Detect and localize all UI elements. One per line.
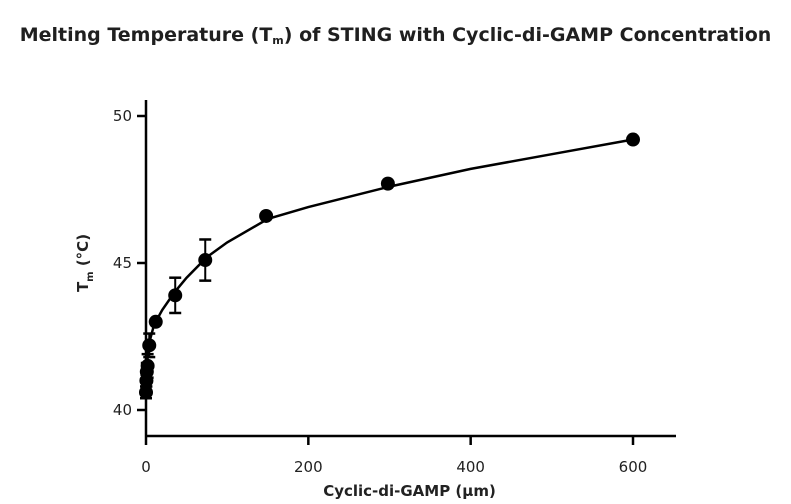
x-tick-label-400: 400	[456, 458, 485, 476]
x-axis-label: Cyclic-di-GAMP (µm)	[323, 482, 496, 500]
chart-title-prefix: Melting Temperature (T	[19, 24, 273, 46]
fit-curve	[144, 138, 634, 387]
y-tick-label-45: 45	[113, 254, 132, 272]
y-axis-label-main: T	[74, 281, 92, 292]
data-point-7	[198, 253, 213, 268]
chart-title: Melting Temperature (Tm) of STING with C…	[0, 24, 791, 47]
y-tick-label-40: 40	[113, 401, 132, 419]
y-axis-label-subscript: m	[85, 271, 96, 281]
data-point-8	[259, 208, 274, 223]
y-axis-label-unit: (°C)	[74, 234, 92, 271]
x-tick-label-0: 0	[141, 458, 151, 476]
data-point-4	[142, 338, 157, 353]
data-point-0	[139, 385, 153, 400]
data-point-5	[148, 314, 163, 329]
data-points	[139, 132, 640, 400]
axes	[144, 100, 676, 438]
chart-title-subscript: m	[272, 34, 284, 47]
data-point-6	[168, 288, 183, 303]
data-point-9	[380, 176, 395, 191]
y-axis-label: Tm (°C)	[74, 234, 96, 292]
y-tick-label-50: 50	[113, 107, 132, 125]
data-point-3	[140, 358, 155, 373]
data-point-10	[626, 132, 640, 147]
ticks: 40 45 50 0 200 400 600	[113, 107, 647, 476]
x-tick-label-600: 600	[619, 458, 648, 476]
x-tick-label-200: 200	[294, 458, 323, 476]
chart-title-suffix: ) of STING with Cyclic-di-GAMP Concentra…	[283, 24, 772, 46]
